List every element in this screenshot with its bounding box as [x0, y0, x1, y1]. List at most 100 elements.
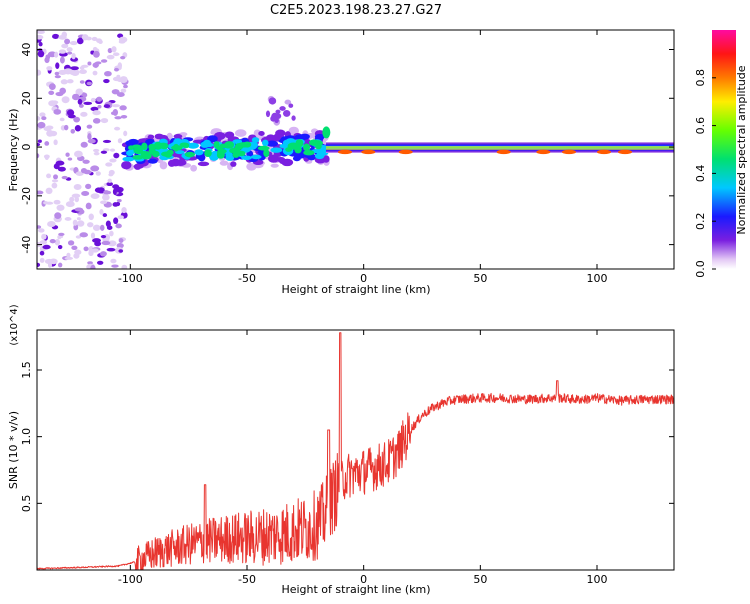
colorbar-tick-label: 0.2 — [694, 212, 707, 230]
noise-dot — [83, 101, 93, 106]
spectral-blob — [274, 133, 284, 138]
noise-dot — [92, 118, 101, 124]
noise-dot — [54, 51, 59, 58]
noise-dot — [66, 252, 71, 258]
noise-dot — [75, 235, 82, 239]
x-tick-label: -100 — [118, 573, 143, 586]
noise-dot — [105, 162, 113, 167]
noise-dot — [48, 90, 55, 95]
noise-dot — [37, 50, 45, 58]
noise-dot — [57, 262, 63, 268]
noise-dot — [86, 124, 93, 129]
spectral-blob — [263, 149, 270, 158]
spectral-blob — [187, 142, 199, 149]
noise-dot — [46, 173, 52, 179]
noise-dot — [52, 33, 60, 40]
snr-frame — [36, 329, 675, 571]
spectral-blob — [174, 159, 187, 166]
noise-dot — [44, 57, 50, 64]
colorbar-gradient — [712, 30, 736, 269]
noise-dot — [106, 182, 114, 187]
noise-dot — [112, 76, 121, 82]
noise-dot — [67, 157, 73, 161]
spectral-blob — [282, 109, 291, 117]
x-tick-label: 0 — [360, 272, 367, 285]
noise-dot — [107, 240, 117, 247]
noise-dot — [98, 39, 103, 44]
noise-dot — [102, 194, 110, 201]
noise-dot — [68, 114, 76, 119]
noise-dot — [83, 246, 89, 252]
colorbar-tick-label: 0.8 — [694, 69, 707, 87]
noise-dot — [51, 182, 58, 189]
spectral-blob — [291, 115, 296, 121]
snr-x-ticks: -100 -50 0 50 100 — [118, 330, 608, 586]
noise-dot — [61, 175, 68, 180]
spectral-blob — [266, 140, 279, 147]
snr-y-multiplier: (x10^4) — [9, 304, 20, 345]
noise-dot — [88, 250, 94, 257]
noise-dot — [109, 230, 114, 237]
noise-dot — [115, 223, 122, 229]
noise-dot — [121, 264, 128, 269]
noise-dot — [58, 49, 67, 54]
noise-dot — [69, 196, 75, 203]
noise-dot — [107, 178, 112, 183]
spectral-blob — [141, 142, 148, 151]
noise-dot — [102, 148, 110, 152]
noise-dot — [109, 148, 116, 152]
noise-dot — [100, 235, 107, 239]
noise-dot — [108, 173, 114, 177]
spectral-blob — [190, 164, 198, 172]
spectral-blob — [121, 161, 132, 170]
noise-dot — [92, 62, 99, 68]
x-tick-label: 50 — [473, 573, 487, 586]
spectral-blob — [294, 145, 302, 154]
noise-dot — [61, 31, 68, 38]
band-hotspot — [361, 149, 376, 155]
spectral-blob — [270, 147, 283, 153]
noise-dot — [114, 67, 119, 72]
x-tick-label: -50 — [238, 272, 256, 285]
spectral-blob — [268, 97, 277, 105]
spectral-blob — [314, 133, 325, 140]
x-tick-label: 0 — [360, 573, 367, 586]
noise-dot — [112, 108, 119, 116]
spectral-blob — [258, 131, 265, 136]
noise-dot — [59, 117, 65, 122]
band-hotspot — [597, 149, 611, 155]
spectrogram-panel: -100 -50 0 50 100 -40 -20 0 20 40 Height of stra… — [7, 29, 675, 296]
spectrogram-image — [37, 30, 674, 269]
noise-dot — [41, 233, 47, 240]
noise-dot — [61, 43, 69, 49]
noise-dot — [105, 220, 111, 228]
colorbar-ticks: 0.0 0.2 0.4 0.6 0.8 — [694, 69, 716, 278]
noise-dot — [114, 116, 122, 120]
band-hotspot — [562, 149, 576, 155]
noise-dot — [92, 224, 101, 231]
noise-dot — [91, 36, 98, 42]
snr-y-label: SNR (10 * v/v) — [7, 411, 20, 489]
noise-dot — [117, 138, 123, 144]
spectrogram-y-ticks: -40 -20 0 20 40 — [20, 43, 674, 254]
noise-dot — [67, 240, 75, 246]
noise-dot — [75, 171, 84, 176]
noise-dot — [73, 183, 82, 191]
spectral-blob — [153, 141, 163, 150]
noise-dot — [111, 89, 120, 95]
noise-dot — [117, 62, 123, 70]
spectral-blob — [147, 158, 158, 164]
noise-dot — [77, 98, 83, 105]
x-tick-label: -50 — [238, 573, 256, 586]
band-hotspots — [338, 149, 632, 155]
noise-dot — [102, 213, 108, 218]
noise-dot — [100, 59, 108, 63]
noise-dot — [103, 79, 110, 84]
noise-dot — [70, 128, 76, 134]
noise-dot — [57, 244, 63, 250]
noise-dot — [87, 261, 93, 265]
spectral-blob — [251, 137, 260, 143]
noise-dot — [101, 240, 111, 246]
noise-dot — [44, 141, 50, 146]
noise-dot — [44, 154, 49, 161]
